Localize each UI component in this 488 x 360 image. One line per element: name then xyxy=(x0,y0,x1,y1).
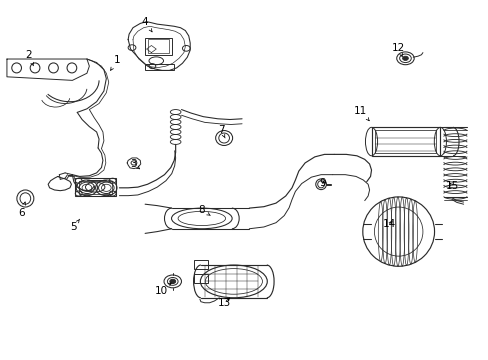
Text: 4: 4 xyxy=(142,17,152,32)
Text: 15: 15 xyxy=(445,181,458,192)
Text: 7: 7 xyxy=(218,125,224,138)
Text: 12: 12 xyxy=(391,43,405,57)
Text: 5: 5 xyxy=(70,219,80,232)
Bar xyxy=(145,38,171,55)
Ellipse shape xyxy=(171,208,232,229)
Text: 10: 10 xyxy=(154,283,171,296)
Text: 1: 1 xyxy=(110,55,121,70)
Bar xyxy=(371,127,440,156)
Bar xyxy=(79,181,111,194)
Ellipse shape xyxy=(362,197,434,266)
Text: 2: 2 xyxy=(25,50,33,66)
Text: 14: 14 xyxy=(382,220,395,229)
Text: 3: 3 xyxy=(129,159,139,169)
Text: 11: 11 xyxy=(353,105,368,121)
Text: 8: 8 xyxy=(198,205,210,215)
Bar xyxy=(375,130,435,153)
Text: 9: 9 xyxy=(319,178,325,188)
Bar xyxy=(193,274,208,283)
Circle shape xyxy=(402,56,407,60)
Bar xyxy=(193,260,208,269)
Text: 13: 13 xyxy=(217,298,230,308)
Bar xyxy=(147,39,169,53)
Ellipse shape xyxy=(200,265,267,298)
Circle shape xyxy=(169,279,175,284)
Bar xyxy=(145,64,174,70)
Bar xyxy=(75,178,116,196)
Text: 6: 6 xyxy=(18,202,25,218)
